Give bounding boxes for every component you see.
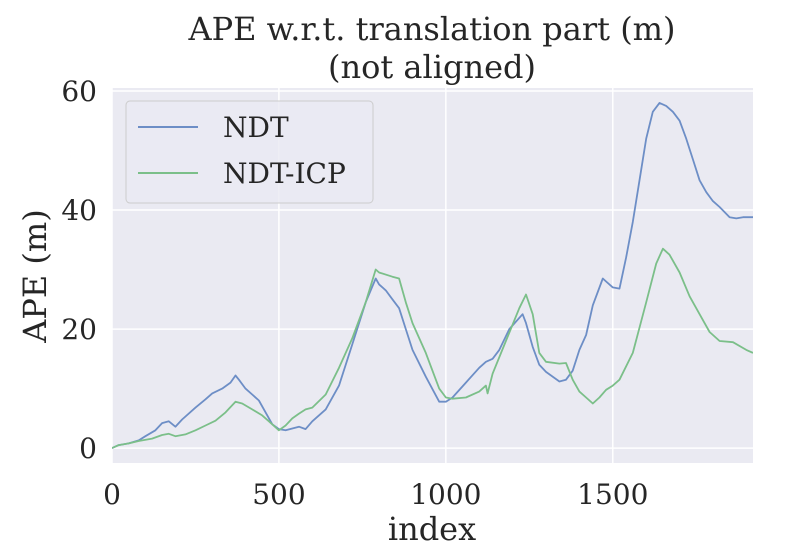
y-tick-label: 20	[61, 313, 97, 346]
y-axis-label: APE (m)	[16, 209, 54, 343]
x-tick-label: 1500	[577, 478, 648, 511]
x-tick-label: 500	[252, 478, 305, 511]
grid	[111, 88, 753, 463]
y-tick-label: 60	[61, 75, 97, 108]
series-line-ndt	[112, 102, 753, 449]
x-axis-label: index	[388, 510, 476, 548]
legend-label-ndt: NDT	[223, 111, 289, 144]
y-tick-labels: 0 20 40 60	[61, 75, 97, 465]
series-layer	[112, 102, 753, 449]
x-tick-labels: 0 500 1000 1500	[103, 478, 648, 511]
chart-title: APE w.r.t. translation part (m)	[187, 10, 675, 48]
series-line-ndt-icp	[112, 247, 753, 449]
y-tick-label: 0	[79, 432, 97, 465]
legend-label-ndt-icp: NDT-ICP	[223, 157, 346, 190]
y-tick-label: 40	[61, 194, 97, 227]
x-tick-label: 1000	[410, 478, 481, 511]
legend: NDT NDT-ICP	[125, 100, 374, 204]
x-tick-label: 0	[103, 478, 121, 511]
chart-subtitle: (not aligned)	[328, 48, 536, 86]
